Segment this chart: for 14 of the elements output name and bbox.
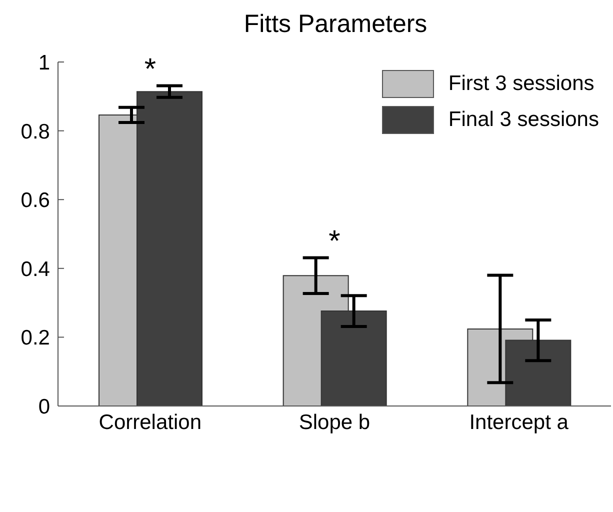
y-tick-label: 0 [38,395,50,418]
y-tick-label: 1 [38,51,50,74]
x-tick-label: Slope b [298,410,370,434]
chart-title: Fitts Parameters [242,10,428,39]
legend-label: First 3 sessions [448,72,594,96]
x-tick-label: Correlation [98,410,202,434]
x-tick-label: Intercept a [469,410,569,434]
annotation: * [144,53,156,86]
y-tick-label: 0.8 [20,120,50,144]
legend-label: Final 3 sessions [448,108,599,132]
y-tick-label: 0.4 [20,258,50,281]
y-tick-label: 0.6 [20,189,50,212]
annotation: * [328,225,341,258]
y-tick-label: 0.2 [20,326,50,350]
